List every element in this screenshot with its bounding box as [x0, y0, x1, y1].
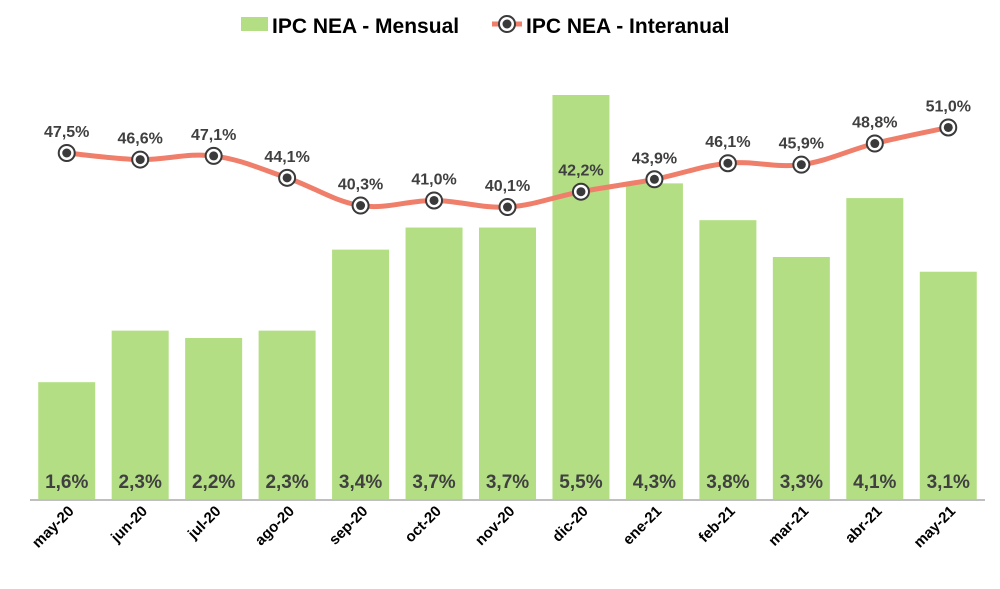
- bar-may-20: [38, 382, 96, 500]
- bar-nov-20: [479, 227, 536, 500]
- line-value-label: 43,9%: [632, 150, 677, 167]
- line-point-may-21: [939, 118, 958, 137]
- line-marker-dot: [649, 174, 659, 184]
- line-marker-dot: [356, 201, 366, 211]
- bar-ene-21: [625, 183, 683, 500]
- line-marker-dot: [282, 173, 292, 183]
- bar-jul-20: [185, 338, 243, 500]
- bar-value-label: 2,3%: [265, 472, 308, 493]
- x-tick-label: mar-21: [765, 503, 812, 550]
- bar-value-label: 4,1%: [853, 472, 896, 493]
- legend-label-mensual: IPC NEA - Mensual: [272, 15, 459, 38]
- bar-value-label: 5,5%: [559, 472, 602, 493]
- bar-abr-21: [846, 198, 904, 500]
- x-tick-label: abr-21: [842, 503, 886, 547]
- line-value-label: 44,1%: [264, 149, 309, 166]
- legend: IPC NEA - Mensual IPC NEA - Interanual: [241, 15, 729, 38]
- x-tick-label: ago-20: [252, 503, 298, 549]
- bar-dic-20: [552, 95, 610, 500]
- line-labels: 47,5% 46,6% 47,1% 44,1% 40,3% 41,0% 40,1% 42,2%…: [44, 98, 971, 195]
- legend-marker-dot: [502, 19, 512, 29]
- line-marker-dot: [135, 155, 145, 165]
- bar-value-label: 3,1%: [927, 472, 970, 493]
- bar-value-label: 2,2%: [192, 472, 235, 493]
- line-point-ene-21: [645, 170, 664, 189]
- x-tick-label: nov-20: [472, 503, 518, 549]
- line-point-ago-20: [278, 168, 297, 187]
- line-marker-dot: [796, 160, 806, 170]
- line-point-jul-20: [204, 146, 223, 165]
- line-marker-dot: [429, 195, 439, 205]
- bar-may-21: [919, 271, 977, 500]
- line-point-mar-21: [792, 155, 811, 174]
- line-value-label: 41,0%: [411, 171, 456, 188]
- x-tick-label: oct-20: [402, 503, 445, 546]
- bar-oct-20: [405, 227, 463, 500]
- line-point-abr-21: [865, 134, 884, 153]
- x-tick-label: ene-21: [620, 503, 666, 549]
- legend-swatch-mensual: [241, 17, 268, 31]
- line-marker-dot: [62, 148, 72, 158]
- line-value-label: 47,5%: [44, 124, 89, 141]
- bar-value-label: 2,3%: [119, 472, 162, 493]
- line-value-label: 40,1%: [485, 178, 530, 195]
- line-value-label: 46,1%: [705, 134, 750, 151]
- x-tick-label: dic-20: [549, 503, 592, 546]
- bar-value-label: 3,7%: [486, 472, 529, 493]
- line-point-nov-20: [498, 198, 517, 217]
- line-point-sep-20: [351, 196, 370, 215]
- line-value-label: 48,8%: [852, 115, 897, 132]
- bar-value-label: 1,6%: [45, 472, 88, 493]
- bar-value-label: 3,3%: [780, 472, 823, 493]
- x-tick-label: may-21: [911, 503, 960, 552]
- line-value-label: 40,3%: [338, 177, 383, 194]
- line-point-may-20: [57, 144, 76, 162]
- line-point-oct-20: [425, 191, 444, 210]
- line-marker-dot: [723, 158, 733, 168]
- line-marker-dot: [576, 187, 586, 197]
- bar-mar-21: [772, 257, 830, 500]
- line-marker-dot: [870, 139, 880, 149]
- line-value-label: 45,9%: [779, 136, 824, 153]
- legend-label-interanual: IPC NEA - Interanual: [526, 15, 729, 38]
- x-tick-labels: may-20 jun-20 jul-20 ago-20 sep-20 oct-20 nov-…: [29, 503, 959, 552]
- bar-value-label: 4,3%: [633, 472, 676, 493]
- line-marker-dot: [503, 202, 512, 212]
- bar-value-label: 3,4%: [339, 472, 382, 493]
- line-value-label: 51,0%: [926, 98, 971, 115]
- bar-labels: 1,6% 2,3% 2,2% 2,3% 3,4% 3,7% 3,7% 5,5% 4,3% 3,8%…: [45, 472, 970, 493]
- line-marker-dot: [209, 151, 219, 161]
- line-marker-dot: [943, 122, 953, 132]
- line-value-label: 42,2%: [558, 163, 603, 180]
- x-tick-label: sep-20: [326, 503, 372, 549]
- x-tick-label: jul-20: [184, 503, 224, 543]
- bar-value-label: 3,7%: [412, 472, 455, 493]
- line-value-label: 46,6%: [118, 131, 163, 148]
- x-tick-label: jun-20: [107, 503, 151, 547]
- line-value-label: 47,1%: [191, 127, 236, 144]
- bar-jun-20: [111, 330, 169, 500]
- bar-ago-20: [258, 330, 316, 500]
- bar-series: [38, 95, 977, 500]
- line-series: [57, 118, 958, 217]
- bar-feb-21: [699, 220, 757, 500]
- x-tick-label: feb-21: [695, 503, 738, 546]
- x-tick-label: may-20: [29, 503, 78, 552]
- bar-value-label: 3,8%: [706, 472, 749, 493]
- line-point-jun-20: [131, 150, 150, 169]
- line-point-dic-20: [571, 182, 590, 201]
- line-point-feb-21: [718, 154, 737, 173]
- bar-sep-20: [332, 249, 390, 500]
